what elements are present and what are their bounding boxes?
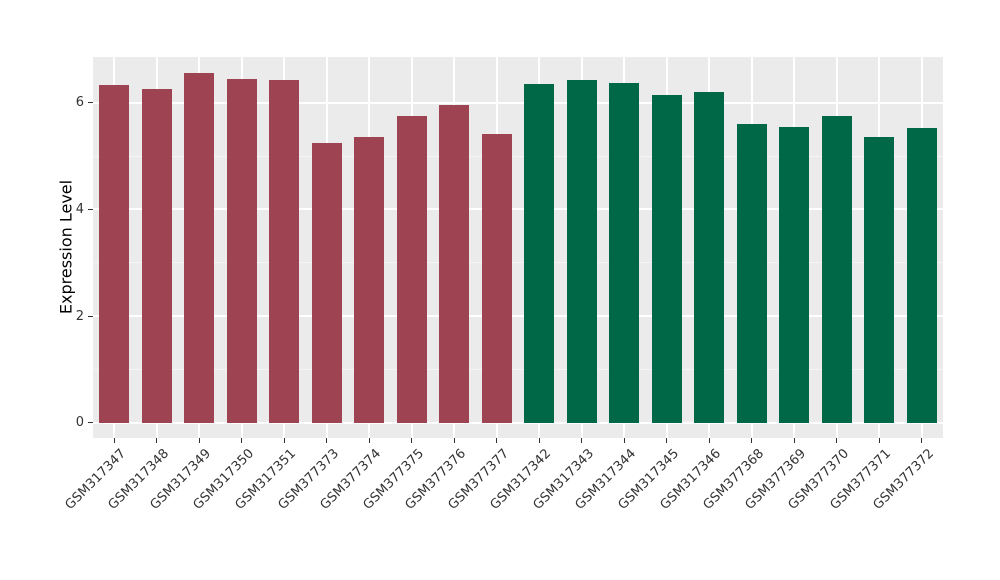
plot-panel (93, 57, 943, 438)
bar-GSM377376 (439, 105, 470, 423)
gridline-major (93, 315, 943, 318)
x-tick-mark (666, 438, 668, 443)
x-tick-mark (751, 438, 753, 443)
x-tick-mark (538, 438, 540, 443)
gridline-minor (93, 262, 943, 264)
y-tick-mark (88, 315, 93, 317)
x-tick-mark (368, 438, 370, 443)
x-tick-mark (496, 438, 498, 443)
y-tick-label: 2 (75, 308, 84, 324)
bar-GSM317348 (141, 89, 172, 423)
bar-GSM317349 (184, 73, 215, 423)
x-tick-mark (411, 438, 413, 443)
gridline-major (93, 101, 943, 104)
x-tick-mark (581, 438, 583, 443)
bar-GSM317346 (694, 91, 725, 423)
bar-GSM317347 (99, 85, 130, 423)
x-tick-mark (283, 438, 285, 443)
bar-GSM377368 (736, 123, 767, 423)
y-tick-label: 6 (75, 95, 84, 111)
bar-GSM317350 (226, 79, 257, 423)
y-axis-title: Expression Level (56, 179, 76, 315)
bar-GSM377370 (821, 116, 852, 423)
x-tick-mark (113, 438, 115, 443)
bar-GSM377369 (779, 126, 810, 423)
y-tick-mark (88, 422, 93, 424)
bar-GSM377374 (354, 136, 385, 423)
x-tick-mark (878, 438, 880, 443)
x-tick-mark (623, 438, 625, 443)
x-tick-mark (921, 438, 923, 443)
y-tick-label: 0 (75, 415, 84, 431)
gridline-major (93, 208, 943, 211)
bar-GSM317343 (566, 79, 597, 423)
gridline-minor (93, 155, 943, 157)
gridline-minor (93, 368, 943, 370)
x-tick-mark (836, 438, 838, 443)
y-tick-mark (88, 102, 93, 104)
bar-GSM377373 (311, 143, 342, 423)
y-tick-mark (88, 208, 93, 210)
bar-GSM377372 (906, 128, 937, 423)
bar-GSM317345 (651, 94, 682, 423)
x-tick-mark (708, 438, 710, 443)
bar-GSM317351 (269, 80, 300, 423)
x-tick-mark (453, 438, 455, 443)
bar-GSM377375 (396, 115, 427, 423)
x-tick-mark (156, 438, 158, 443)
bar-GSM317342 (524, 84, 555, 423)
bar-GSM377377 (481, 133, 512, 423)
y-tick-label: 4 (75, 201, 84, 217)
bar-GSM377371 (864, 136, 895, 423)
x-tick-mark (198, 438, 200, 443)
x-tick-mark (793, 438, 795, 443)
x-tick-mark (326, 438, 328, 443)
gridline-major (93, 421, 943, 424)
x-tick-mark (241, 438, 243, 443)
bar-GSM317344 (609, 82, 640, 423)
